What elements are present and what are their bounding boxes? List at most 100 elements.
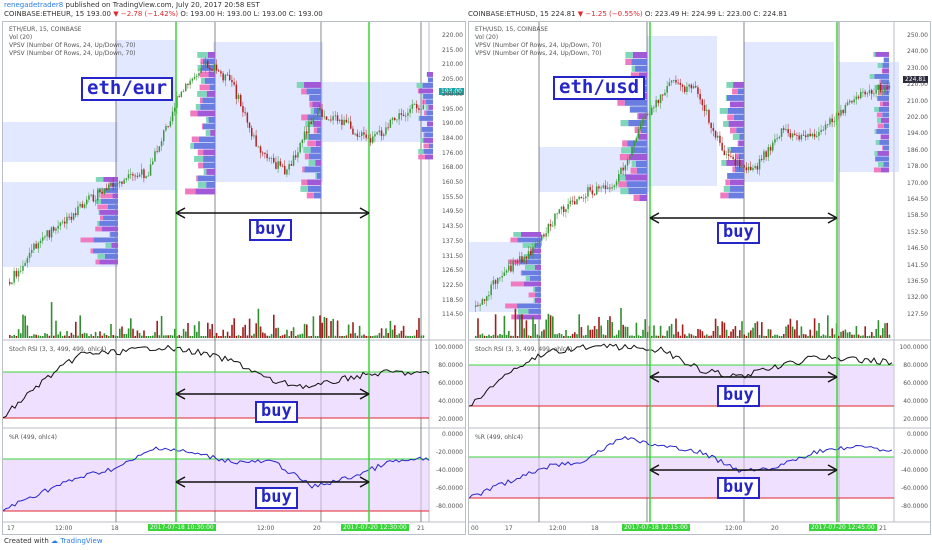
volume-profile-bar bbox=[723, 186, 730, 192]
volume-bar bbox=[587, 325, 589, 338]
candle-body bbox=[339, 119, 341, 122]
right-legend: ETH/USD, 15, COINBASE Vol (20) VPSV (Num… bbox=[475, 26, 602, 58]
volume-bar bbox=[246, 335, 249, 338]
right-chart-canvas[interactable] bbox=[469, 22, 930, 534]
candle-body bbox=[560, 206, 563, 210]
vpsv-zone bbox=[116, 40, 176, 190]
candle-body bbox=[802, 134, 805, 136]
volume-bar bbox=[97, 335, 99, 338]
volume-bar bbox=[143, 330, 145, 338]
price-axis-label: 220.00 bbox=[907, 81, 928, 89]
left-chart-canvas[interactable] bbox=[3, 22, 465, 534]
volume-bar bbox=[886, 322, 888, 338]
volume-bar bbox=[187, 322, 189, 338]
candle-body bbox=[833, 121, 836, 123]
price-axis-label: 122.50 bbox=[442, 281, 463, 289]
volume-profile-bar bbox=[301, 88, 307, 95]
time-highlight-label: 2017-07-20 12:30:00 bbox=[341, 524, 409, 531]
volume-bar bbox=[372, 335, 374, 338]
candle-body bbox=[26, 258, 29, 264]
volume-profile-bar bbox=[524, 254, 529, 259]
legend-line: Vol (20) bbox=[475, 34, 499, 41]
candle-body bbox=[123, 179, 125, 184]
volume-bar bbox=[356, 335, 359, 338]
volume-bar bbox=[690, 334, 693, 338]
left-chart-panel[interactable]: ETH/EUR, 15, COINBASE Vol (20) VPSV (Num… bbox=[2, 21, 466, 535]
candle-body bbox=[651, 107, 653, 115]
volume-bar bbox=[794, 329, 796, 338]
price-axis-label: 152.50 bbox=[907, 228, 928, 236]
right-chart-panel[interactable]: ETH/USD, 15, COINBASE Vol (20) VPSV (Num… bbox=[468, 21, 931, 535]
candle-body bbox=[604, 185, 607, 190]
volume-profile-bar bbox=[529, 276, 541, 281]
candle-body bbox=[163, 130, 165, 142]
double-arrow-head bbox=[175, 207, 186, 219]
vpsv-zone bbox=[3, 122, 118, 162]
candle-body bbox=[286, 169, 288, 175]
volume-bar bbox=[547, 313, 550, 338]
volume-profile-bar bbox=[423, 94, 433, 99]
price-axis-label: 158.50 bbox=[907, 212, 928, 220]
volume-bar bbox=[171, 335, 174, 338]
double-arrow-head bbox=[359, 207, 370, 219]
volume-profile-bar bbox=[194, 156, 204, 162]
left-change: ▼ −2.78 (−1.42%) bbox=[113, 10, 179, 18]
candle-body bbox=[149, 164, 152, 176]
volume-bar bbox=[750, 330, 752, 338]
time-axis-label: 12:00 bbox=[725, 525, 743, 532]
volume-profile-bar bbox=[620, 120, 629, 127]
volume-profile-bar bbox=[882, 101, 889, 107]
volume-profile-bar bbox=[307, 114, 321, 121]
volume-profile-bar bbox=[877, 85, 889, 90]
candle-body bbox=[15, 270, 18, 277]
stoch-axis-label: 80.0000 bbox=[903, 362, 928, 369]
buy-label: buy bbox=[717, 477, 760, 499]
volume-bar bbox=[268, 335, 271, 338]
author-link[interactable]: renegadetrader8 bbox=[4, 1, 64, 9]
volume-profile-bar bbox=[202, 123, 215, 130]
volume-bar bbox=[820, 335, 822, 338]
volume-bar bbox=[68, 335, 70, 338]
volume-bar bbox=[13, 334, 15, 338]
volume-profile-bar bbox=[103, 177, 118, 182]
volume-profile-bar bbox=[310, 108, 314, 114]
volume-bar bbox=[741, 321, 743, 338]
volume-profile-bar bbox=[505, 303, 517, 309]
volume-profile-bar bbox=[107, 204, 118, 210]
volume-profile-bar bbox=[534, 265, 541, 270]
time-axis-label: 18 bbox=[591, 525, 599, 532]
volume-profile-bar bbox=[197, 110, 215, 117]
publish-line: renegadetrader8 published on TradingView… bbox=[4, 1, 260, 9]
tradingview-brand-link[interactable]: TradingView bbox=[60, 537, 103, 545]
candle-body bbox=[83, 204, 86, 208]
candle-body bbox=[497, 278, 499, 284]
volume-bar bbox=[154, 332, 156, 338]
candle-body bbox=[646, 113, 649, 116]
volume-profile-bar bbox=[315, 140, 321, 147]
volume-profile-bar bbox=[296, 82, 305, 88]
candle-body bbox=[483, 299, 486, 301]
candle-body bbox=[631, 146, 633, 156]
volume-bar bbox=[534, 323, 536, 338]
volume-bar bbox=[244, 324, 246, 338]
volume-bar bbox=[479, 334, 481, 338]
volume-bar bbox=[165, 335, 167, 338]
volume-bar bbox=[662, 335, 664, 338]
candle-body bbox=[372, 136, 374, 143]
volume-profile-bar bbox=[424, 154, 433, 160]
candle-body bbox=[532, 247, 534, 255]
volume-bar bbox=[585, 334, 587, 338]
volume-profile-bar bbox=[199, 84, 210, 91]
volume-bar bbox=[352, 322, 354, 338]
volume-bar bbox=[571, 334, 574, 338]
candle-body bbox=[385, 127, 387, 135]
volume-profile-bar bbox=[420, 138, 424, 143]
volume-profile-bar bbox=[210, 130, 215, 136]
volume-bar bbox=[710, 335, 712, 338]
candle-body bbox=[383, 134, 385, 137]
candle-body bbox=[778, 136, 781, 139]
candle-body bbox=[380, 130, 383, 137]
candle-body bbox=[730, 155, 732, 157]
candle-body bbox=[622, 167, 624, 171]
volume-profile-bar bbox=[619, 174, 626, 181]
